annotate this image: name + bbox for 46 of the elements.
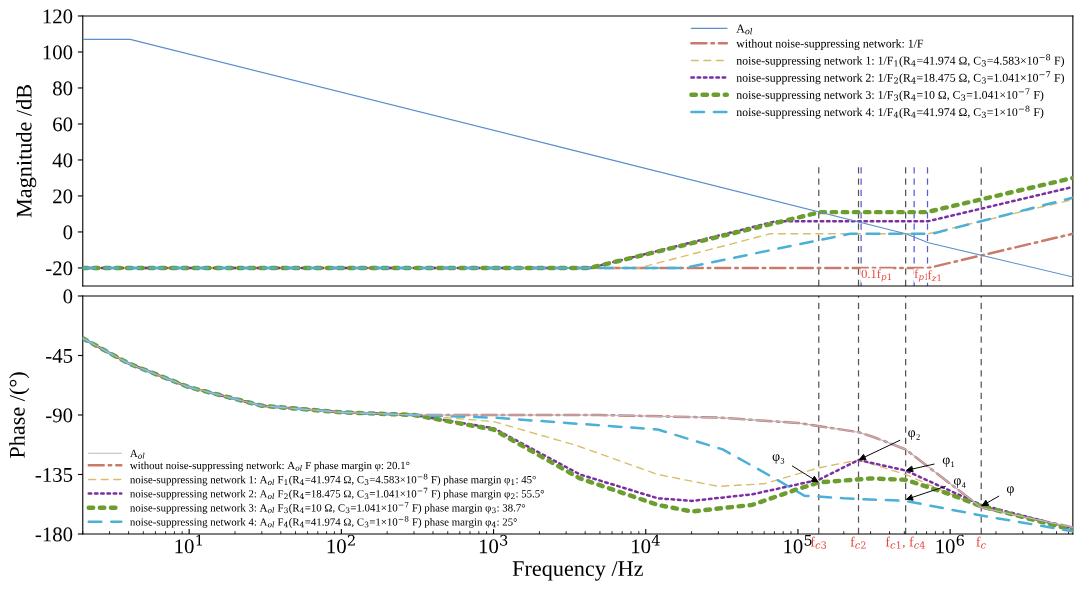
x-tick-label: 10$^{6}$: [936, 534, 965, 554]
y-tick-label: -180: [35, 527, 73, 542]
text: noise-suppressing network 1: A$_{ol}$ F$_{1}$(R$_{4}$=41.974 Ω, C$_{3}$=4.583×10$^{−8}$ F) phase margin φ$_{1}$: 45°: [130, 473, 536, 486]
y-tick-label: 60: [53, 117, 73, 132]
ref-line-label: f$_{c}$: [976, 536, 986, 549]
text: noise-suppressing network 4: 1/F$_{4}$(R$_{4}$=41.974 Ω, C$_{3}$=1×10$^{−8}$ F): [736, 105, 1044, 119]
x-tick-label: 10$^{4}$: [632, 534, 660, 554]
text: noise-suppressing network 2: 1/F$_{2}$(R$_{4}$=18.475 Ω, C$_{3}$=1.041×10$^{−7}$ F): [736, 71, 1064, 85]
x-axis-title: Frequency /Hz: [512, 561, 643, 581]
y-tick-label: -135: [35, 467, 73, 482]
y-axis-title: Phase /(°): [9, 372, 30, 458]
y-tick-label: 100: [43, 45, 73, 60]
y-tick-label: 120: [43, 9, 73, 24]
annotation: φ₃: [772, 454, 785, 464]
x-tick-label: 10$^{1}$: [175, 534, 202, 554]
y-tick-label: -20: [46, 261, 73, 276]
ref-line-label: f$_{c1}$, f$_{c4}$: [885, 536, 925, 549]
ref-line-label: f$_{c2}$: [850, 536, 866, 549]
legend-label: A$_{ol}$: [736, 24, 753, 35]
legend-label: without noise-suppressing network: 1/F: [736, 39, 924, 50]
x-tick-label: 10$^{2}$: [327, 534, 355, 554]
ref-line-label: 0.1f$_{p1}$: [861, 269, 891, 282]
ref-line-label: f$_{p1}$: [914, 269, 929, 282]
y-tick-label: -45: [46, 349, 73, 363]
legend-label: without noise-suppressing network: A$_{ol}$ F phase margin φ: 20.1°: [129, 461, 410, 472]
text: noise-suppressing network 3: A$_{ol}$ F$_{3}$(R$_{4}$=10 Ω, C$_{3}$=1.041×10$^{−7}$ F) phase margin φ$_{3}$: 38.7°: [130, 501, 526, 514]
x-tick-label: 10$^{3}$: [479, 534, 508, 554]
annotation: φ₄: [953, 478, 966, 488]
ref-line-label: f$_{z1}$: [927, 270, 941, 282]
text: noise-suppressing network 4: A$_{ol}$ F$_{4}$(R$_{4}$=41.974 Ω, C$_{3}$=1×10$^{−8}$ F) phase margin φ$_{4}$: 25°: [130, 516, 517, 528]
y-tick-label: -90: [46, 408, 73, 423]
y-axis-title: Magnitude /dB: [16, 85, 37, 218]
y-tick-label: 0: [63, 225, 73, 240]
y-tick-label: 40: [52, 153, 73, 168]
legend-label: A$_{ol}$: [130, 449, 145, 459]
annotation: φ: [1006, 486, 1014, 496]
text: noise-suppressing network 1: 1/F$_{1}$(R$_{4}$=41.974 Ω, C$_{3}$=4.583×10$^{−8}$ F): [736, 54, 1064, 68]
y-tick-label: 0: [63, 289, 73, 304]
text: noise-suppressing network 2: A$_{ol}$ F$_{2}$(R$_{4}$=18.475 Ω, C$_{3}$=1.041×10$^{−7}$ F) phase margin φ$_{2}$: 55.5°: [130, 487, 544, 500]
text: noise-suppressing network 3: 1/F$_{3}$(R$_{4}$=10 Ω, C$_{3}$=1.041×10$^{−7}$ F): [736, 88, 1044, 102]
ref-line-label: f$_{c3}$: [810, 536, 827, 549]
annotation: φ₂: [908, 430, 920, 440]
y-tick-label: 20: [53, 189, 73, 204]
y-tick-label: 80: [53, 81, 73, 96]
annotation: φ₁: [942, 457, 955, 468]
x-tick-label: 10$^{5}$: [784, 534, 812, 554]
